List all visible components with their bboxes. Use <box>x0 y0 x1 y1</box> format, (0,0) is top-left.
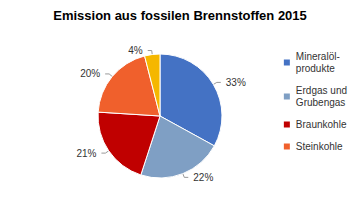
svg-text:Grubengas: Grubengas <box>296 97 345 108</box>
svg-text:Braunkohle: Braunkohle <box>296 119 347 130</box>
svg-text:22%: 22% <box>193 172 213 183</box>
svg-text:Emission aus fossilen Brennsto: Emission aus fossilen Brennstoffen 2015 <box>53 8 307 23</box>
svg-text:Mineralöl-: Mineralöl- <box>296 51 340 62</box>
svg-text:produkte: produkte <box>296 63 335 74</box>
svg-text:20%: 20% <box>80 68 100 79</box>
svg-text:Erdgas und: Erdgas und <box>296 85 347 96</box>
svg-text:Steinkohle: Steinkohle <box>296 141 343 152</box>
svg-text:4%: 4% <box>128 45 143 56</box>
svg-text:33%: 33% <box>226 77 246 88</box>
svg-text:21%: 21% <box>76 148 96 159</box>
